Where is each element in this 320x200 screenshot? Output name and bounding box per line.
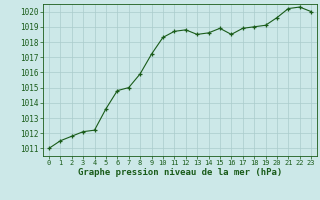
X-axis label: Graphe pression niveau de la mer (hPa): Graphe pression niveau de la mer (hPa) — [78, 168, 282, 177]
